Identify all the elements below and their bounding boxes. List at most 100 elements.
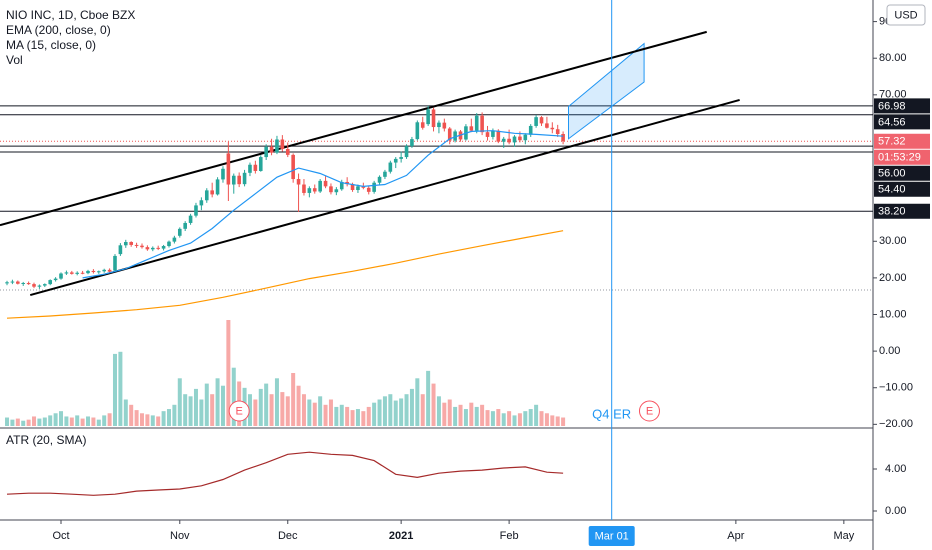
volume-bar [328, 399, 333, 426]
price-label-box [874, 165, 930, 181]
volume-bar [139, 413, 144, 426]
volume-bar [172, 404, 177, 426]
volume-bar [550, 415, 555, 426]
candle-body [388, 162, 393, 172]
price-label: 56.00 [878, 168, 906, 180]
volume-bar [253, 399, 258, 426]
volume-bar [318, 396, 323, 426]
candle-body [226, 153, 231, 185]
event-badge [638, 400, 660, 422]
candle-body [177, 228, 182, 236]
candle-body [258, 157, 263, 171]
volume-bar [431, 383, 436, 426]
price-label: 01:53:29 [878, 152, 921, 164]
candle-body [64, 272, 69, 274]
y-tick-label: 0.00 [879, 345, 900, 357]
currency-box[interactable] [886, 4, 926, 26]
legend-ma: MA (15, close, 0) [6, 38, 96, 52]
candle-body [129, 242, 133, 245]
candle-body [534, 117, 538, 126]
candle-body [156, 247, 160, 249]
volume-bar [474, 406, 479, 426]
candle-body [393, 158, 398, 163]
x-tick-label: Oct [52, 530, 69, 542]
candle-body [291, 154, 295, 180]
event-label: E [646, 405, 653, 417]
volume-bar [37, 418, 42, 426]
candle-body [43, 284, 47, 286]
candle-body [75, 272, 80, 274]
volume-bar [107, 413, 112, 426]
projection-area [568, 42, 645, 140]
volume-bar [436, 396, 441, 426]
candle-body [296, 179, 301, 185]
candle-body [383, 171, 387, 177]
candle-body [447, 128, 452, 141]
volume-bar [258, 388, 263, 426]
volume-bar [264, 383, 269, 426]
candle-body [237, 175, 241, 185]
candle-body [183, 222, 187, 229]
candle-body [48, 280, 53, 285]
candle-body [242, 172, 247, 185]
volume-bar [75, 415, 80, 426]
volume-bar [204, 383, 209, 426]
candle-body [102, 269, 106, 272]
candle-body [453, 131, 457, 141]
volume-bar [91, 417, 96, 426]
candle-body [107, 269, 112, 272]
candle-body [442, 122, 447, 129]
price-label-box [874, 203, 930, 219]
volume-bar [555, 416, 560, 426]
candle-body [96, 271, 101, 273]
candle-body [518, 136, 522, 141]
volume-bar [210, 394, 215, 426]
price-label-box [874, 114, 930, 130]
candle-body [426, 109, 430, 125]
volume-bar [307, 399, 312, 426]
volume-bar [404, 394, 409, 426]
candle-body [210, 190, 214, 195]
x-tick-label: Nov [170, 530, 190, 542]
candle-body [269, 146, 274, 153]
y-tick-label: −20.00 [879, 418, 913, 430]
candle-body [334, 189, 339, 193]
volume-bar [280, 392, 285, 426]
volume-bar [463, 409, 468, 426]
y-tick-label: 0.00 [885, 505, 906, 517]
candle-body [539, 117, 544, 124]
volume-bar [523, 411, 528, 426]
candle-body [312, 188, 317, 192]
candle-body [404, 146, 409, 158]
candle-body [480, 115, 484, 133]
candle-body [5, 282, 9, 284]
candle-body [350, 184, 355, 191]
candle-body [248, 164, 252, 173]
candle-body [253, 164, 258, 171]
candle-body [512, 136, 517, 143]
volume-bar [496, 409, 501, 426]
legend-vol: Vol [6, 53, 23, 67]
candle-body [113, 255, 117, 271]
y-tick-label: −10.00 [879, 382, 913, 394]
volume-bar [442, 402, 447, 426]
price-label-box [874, 181, 930, 197]
volume-bar [399, 398, 404, 426]
candle-body [528, 125, 533, 135]
volume-bar [220, 385, 225, 426]
candle-body [199, 200, 204, 206]
volume-bar [102, 415, 107, 426]
volume-bar [5, 417, 10, 426]
marker-note: Q4 ER [592, 406, 631, 421]
volume-bar [345, 406, 350, 426]
volume-bar [69, 417, 74, 426]
currency[interactable]: USD [894, 9, 917, 21]
y-tick-label: 70.00 [879, 89, 907, 101]
volume-bar [86, 416, 91, 426]
volume-bar [129, 404, 134, 426]
candle-body [91, 270, 96, 273]
chart-title: NIO INC, 1D, Cboe BZX [6, 8, 135, 22]
candle-body [491, 130, 495, 137]
volume-bar [53, 413, 58, 426]
